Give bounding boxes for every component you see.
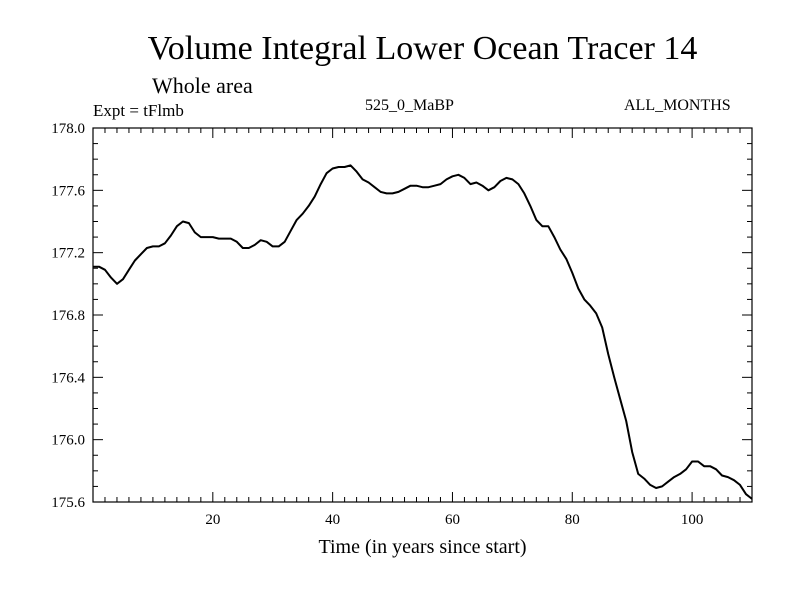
y-tick-label: 176.4 (51, 370, 85, 386)
x-tick-label: 40 (325, 512, 340, 528)
chart-subtitle: Whole area (152, 73, 253, 98)
y-tick-label: 177.2 (51, 246, 85, 262)
run-label: 525_0_MaBP (365, 97, 454, 114)
y-tick-label: 175.6 (51, 495, 85, 511)
months-label: ALL_MONTHS (624, 97, 731, 114)
y-tick-label: 177.6 (51, 183, 85, 199)
x-tick-label: 100 (681, 512, 704, 528)
y-tick-label: 176.8 (51, 308, 85, 324)
x-axis-label: Time (in years since start) (318, 536, 527, 558)
plot-frame (92, 127, 753, 503)
x-tick-label: 20 (205, 512, 220, 528)
y-tick-label: 178.0 (51, 121, 85, 137)
series-line (93, 164, 753, 500)
experiment-label: Expt = tFlmb (93, 101, 184, 120)
y-tick-label: 176.0 (51, 433, 85, 449)
x-tick-label: 80 (565, 512, 580, 528)
x-tick-label: 60 (445, 512, 460, 528)
chart-title: Volume Integral Lower Ocean Tracer 14 (147, 30, 698, 67)
